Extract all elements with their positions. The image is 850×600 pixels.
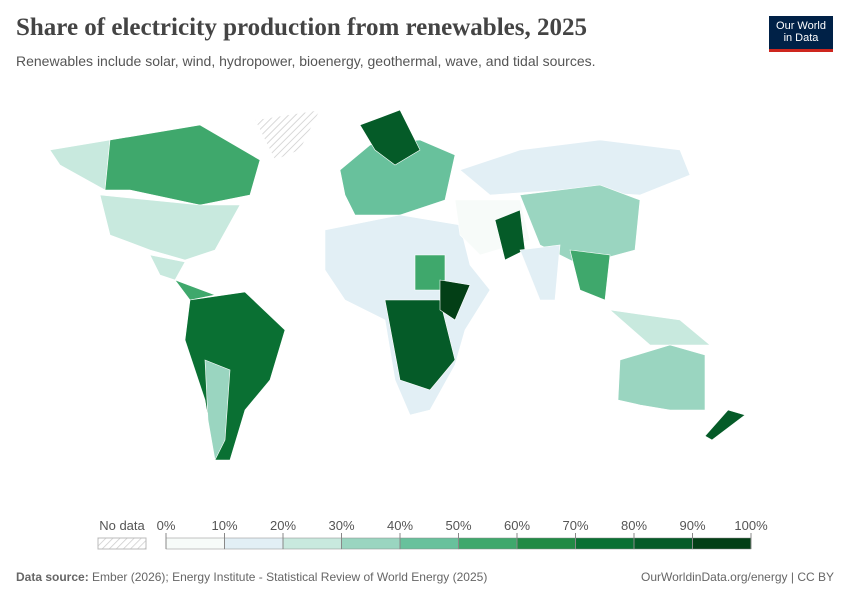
legend-tick-label: 70% (562, 518, 588, 533)
land (49, 109, 746, 461)
legend-bin (692, 537, 752, 550)
legend-tick-label: 20% (270, 518, 296, 533)
legend-tick-label: 60% (504, 518, 530, 533)
legend-bin (399, 537, 459, 550)
legend-bin (516, 537, 576, 550)
legend-bin (458, 537, 518, 550)
title: Share of electricity production from ren… (16, 14, 587, 41)
no-data-label: No data (99, 518, 145, 533)
logo[interactable]: Our World in Data (769, 16, 833, 52)
logo-line: in Data (783, 32, 819, 44)
footer-source: Data source: Ember (2026); Energy Instit… (16, 570, 487, 584)
source-label: Data source: (16, 570, 89, 584)
subtitle: Renewables include solar, wind, hydropow… (16, 53, 596, 69)
legend-tick-label: 0% (157, 518, 176, 533)
legend-bin (282, 537, 342, 550)
legend-tick-label: 100% (734, 518, 768, 533)
footer-url[interactable]: OurWorldinData.org/energy | CC BY (641, 570, 834, 584)
legend-bin (341, 537, 401, 550)
legend-bin (575, 537, 635, 550)
logo-line: Our World (776, 20, 826, 32)
no-data-swatch (97, 537, 147, 550)
legend-tick-label: 50% (445, 518, 471, 533)
legend-bin (224, 537, 284, 550)
legend-tick-label: 30% (328, 518, 354, 533)
legend-bin (165, 537, 225, 550)
legend-bin (633, 537, 693, 550)
map: No data 0% 10% 20% 30% 40% 50% 60% 70% 80% 90% 100… (49, 109, 768, 550)
legend: No data 0% 10% 20% 30% 40% 50% 60% 70% 80% 90% 100… (97, 518, 768, 550)
legend-tick-label: 10% (211, 518, 237, 533)
legend-tick-label: 90% (679, 518, 705, 533)
source: Ember (2026); Energy Institute - Statist… (92, 570, 488, 584)
legend-tick-label: 80% (621, 518, 647, 533)
legend-tick-label: 40% (387, 518, 413, 533)
